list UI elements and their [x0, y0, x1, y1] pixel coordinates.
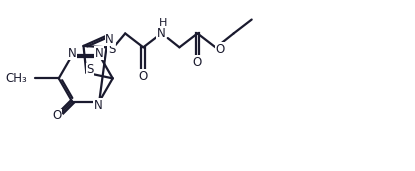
Text: H: H — [159, 18, 167, 28]
Text: S: S — [86, 63, 93, 76]
Text: S: S — [108, 43, 115, 56]
Text: O: O — [139, 70, 148, 83]
Text: N: N — [68, 47, 77, 60]
Text: N: N — [95, 47, 104, 60]
Text: O: O — [215, 43, 225, 56]
Text: CH₃: CH₃ — [5, 72, 27, 85]
Text: N: N — [157, 27, 166, 40]
Text: O: O — [193, 56, 202, 69]
Text: O: O — [52, 109, 61, 122]
Text: N: N — [94, 99, 103, 112]
Text: N: N — [105, 33, 114, 46]
